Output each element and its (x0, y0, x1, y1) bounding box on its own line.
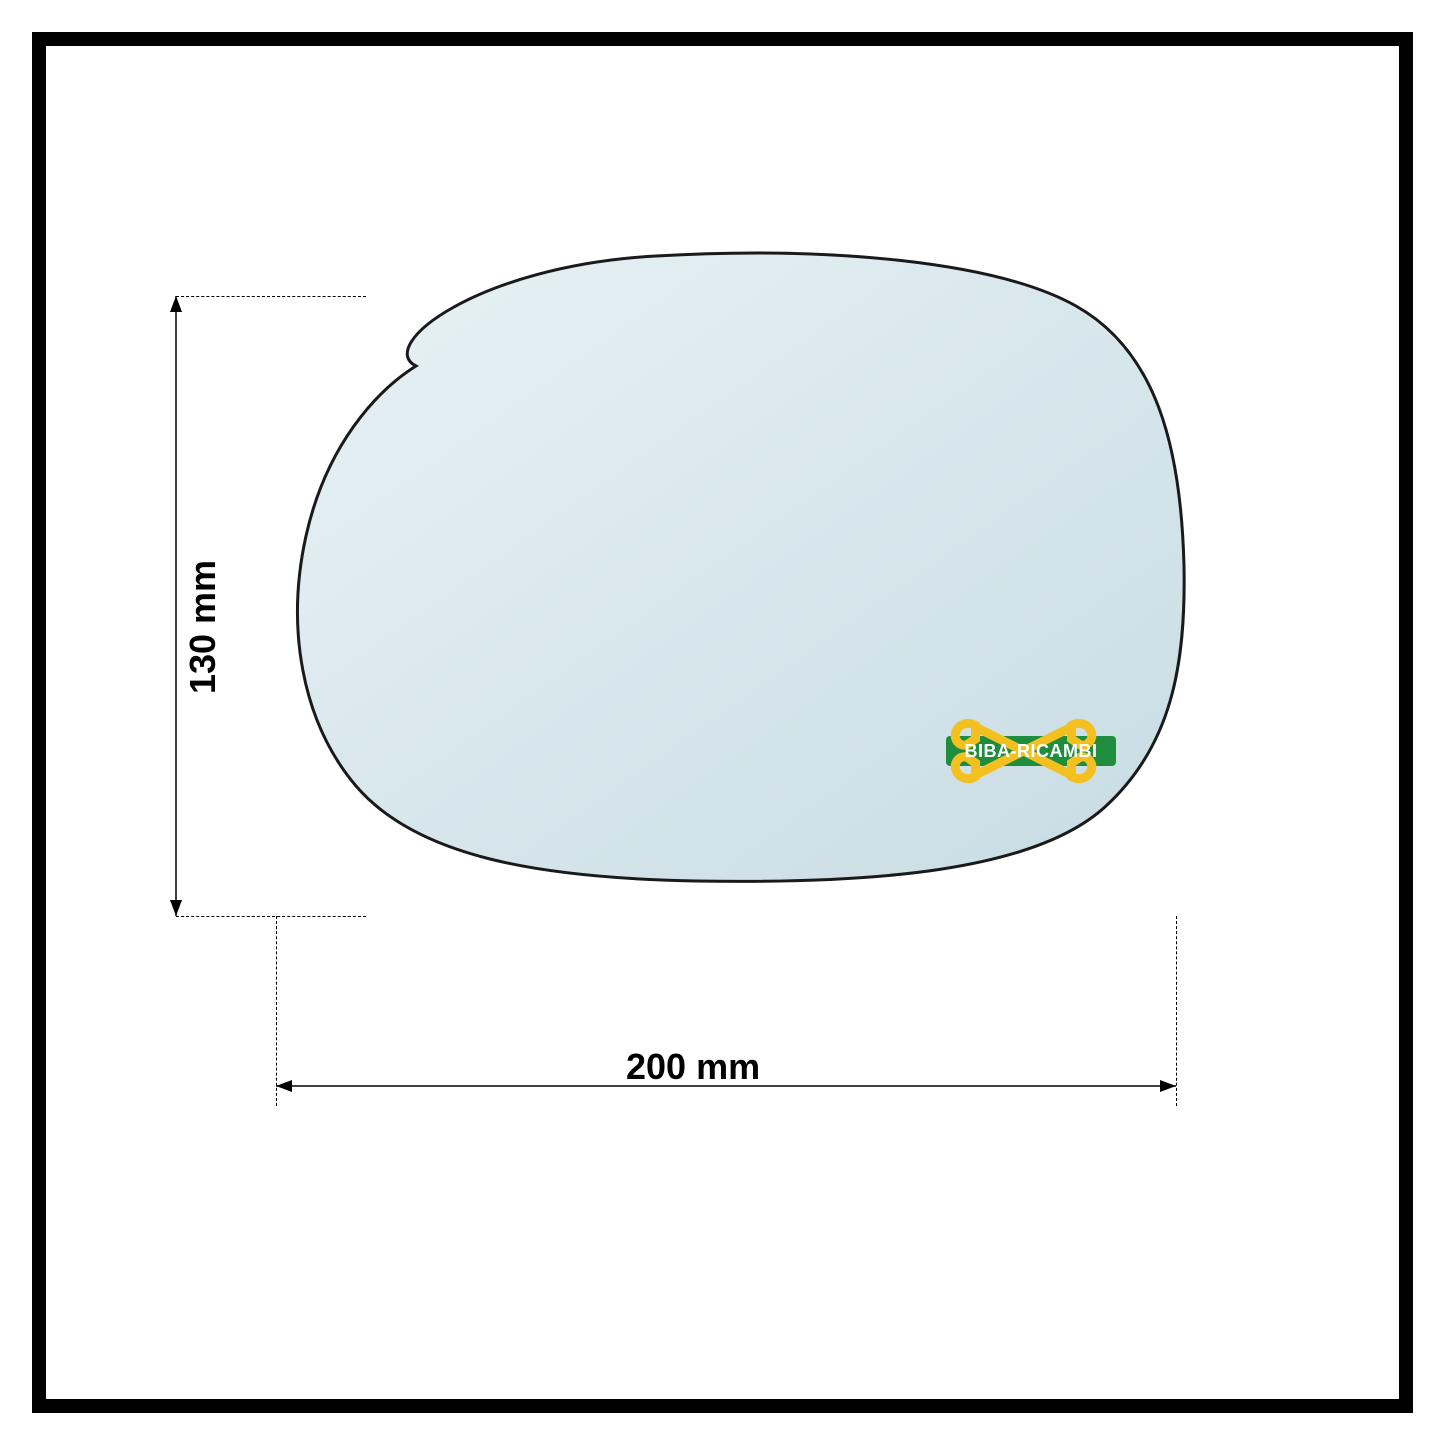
height-extension-line-top (176, 296, 366, 297)
width-extension-line-right (1176, 916, 1177, 1106)
outer-frame: 130 mm 200 mm BIBA-RICAMBI (32, 32, 1413, 1413)
height-extension-line-bottom (176, 916, 366, 917)
diagram-container: 130 mm 200 mm BIBA-RICAMBI (46, 46, 1399, 1399)
watermark-text: BIBA-RICAMBI (965, 741, 1098, 762)
height-dimension-label: 130 mm (182, 560, 224, 694)
watermark-badge: BIBA-RICAMBI (926, 726, 1136, 776)
width-dimension-label: 200 mm (626, 1046, 760, 1088)
